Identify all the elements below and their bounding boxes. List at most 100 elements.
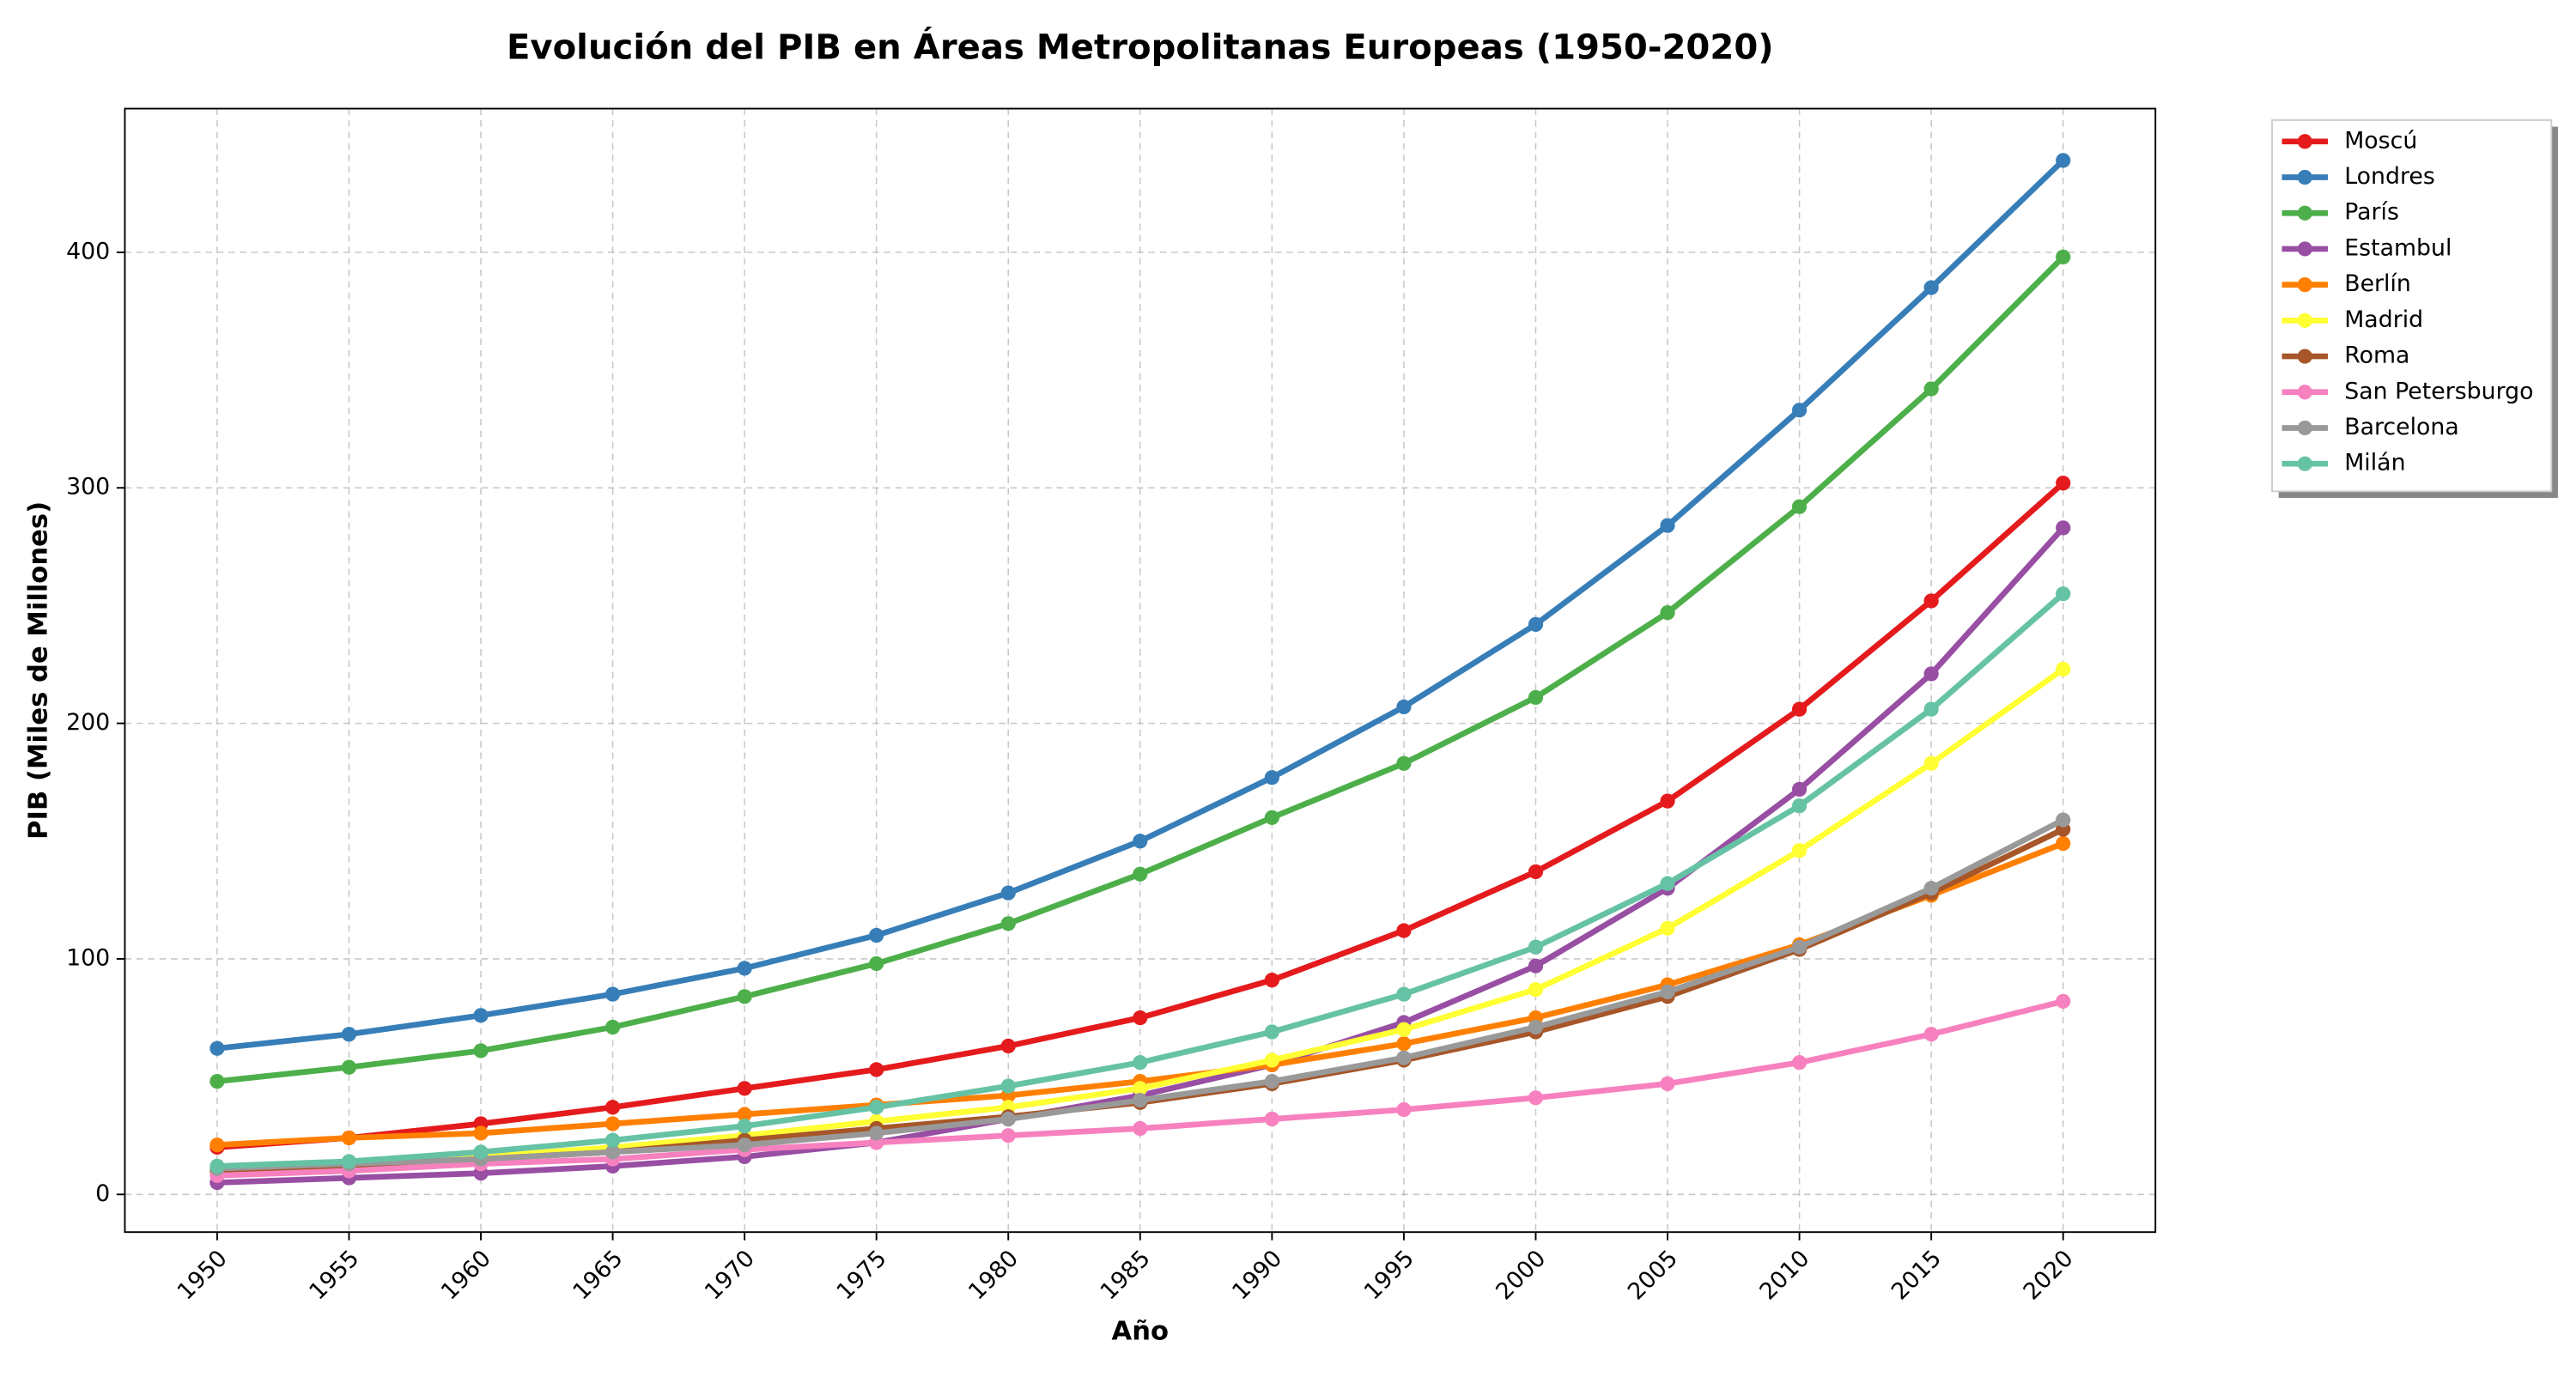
data-point: [1396, 755, 1412, 771]
data-point: [1133, 1120, 1148, 1137]
data-point: [1264, 770, 1279, 786]
data-point: [473, 1125, 489, 1141]
data-point: [869, 1125, 884, 1141]
data-point: [1264, 973, 1279, 988]
data-point: [473, 1043, 489, 1059]
data-point: [1660, 518, 1675, 533]
x-tick-label: 1965: [568, 1245, 628, 1305]
data-point: [1396, 699, 1412, 715]
y-tick-label: 0: [95, 1180, 110, 1207]
y-tick-label: 400: [66, 238, 110, 264]
data-point: [1923, 666, 1939, 682]
data-point: [1396, 1050, 1412, 1065]
data-point: [1000, 1038, 1016, 1054]
data-point: [1133, 1081, 1148, 1096]
data-point: [1923, 1027, 1939, 1042]
data-point: [1791, 798, 1807, 814]
plot-frame: [124, 107, 2157, 1234]
legend-marker: [2297, 420, 2312, 436]
legend-marker: [2297, 385, 2312, 400]
data-point: [1660, 1076, 1675, 1091]
x-tick-label: 2000: [1491, 1245, 1551, 1305]
legend-label: Moscú: [2344, 127, 2417, 154]
legend-marker: [2297, 169, 2312, 185]
data-point: [1133, 1010, 1148, 1026]
chart-title: Evolución del PIB en Áreas Metropolitana…: [507, 27, 1774, 68]
data-point: [1660, 984, 1675, 999]
data-point: [737, 961, 752, 976]
data-point: [2056, 249, 2071, 264]
data-point: [1396, 986, 1412, 1002]
data-point: [2056, 153, 2071, 168]
y-tick-label: 100: [66, 944, 110, 971]
data-point: [1791, 939, 1807, 955]
x-tick-label: 2010: [1754, 1245, 1814, 1305]
data-point: [869, 1100, 884, 1115]
data-point: [1133, 866, 1148, 882]
x-tick-label: 1960: [436, 1245, 496, 1305]
data-point: [1923, 280, 1939, 295]
y-tick-label: 300: [66, 474, 110, 500]
data-point: [210, 1137, 225, 1153]
data-point: [1264, 1052, 1279, 1068]
data-point: [1528, 939, 1544, 955]
data-point: [605, 1116, 621, 1131]
legend-marker: [2297, 205, 2312, 221]
data-point: [473, 1008, 489, 1023]
x-tick-label: 1980: [963, 1245, 1024, 1305]
data-point: [341, 1154, 357, 1169]
data-point: [737, 1137, 752, 1153]
data-point: [1000, 1128, 1016, 1143]
data-point: [1923, 755, 1939, 771]
data-point: [1264, 1111, 1279, 1127]
data-point: [737, 1107, 752, 1122]
data-point: [605, 986, 621, 1002]
legend-marker: [2297, 312, 2312, 328]
data-point: [1791, 843, 1807, 858]
data-point: [1528, 982, 1544, 998]
legend-label: San Petersburgo: [2344, 378, 2533, 404]
data-point: [341, 1027, 357, 1042]
data-point: [2056, 661, 2071, 677]
data-point: [341, 1059, 357, 1075]
data-point: [1791, 499, 1807, 514]
data-point: [1923, 701, 1939, 717]
x-tick-label: 1990: [1227, 1245, 1287, 1305]
data-point: [737, 1081, 752, 1096]
legend-label: Milán: [2344, 450, 2405, 476]
data-point: [1133, 1092, 1148, 1108]
data-point: [1528, 864, 1544, 880]
data-point: [605, 1132, 621, 1148]
data-point: [1000, 885, 1016, 901]
data-point: [210, 1040, 225, 1056]
y-tick-label: 200: [66, 709, 110, 736]
x-tick-label: 1995: [1359, 1245, 1419, 1305]
data-point: [341, 1130, 357, 1146]
x-tick-label: 2005: [1623, 1245, 1683, 1305]
data-point: [1396, 1036, 1412, 1052]
legend-label: Berlín: [2344, 270, 2411, 297]
data-point: [1133, 834, 1148, 849]
data-point: [1396, 923, 1412, 938]
x-tick-label: 1985: [1096, 1245, 1156, 1305]
legend-label: París: [2344, 199, 2399, 226]
y-axis-label: PIB (Miles de Millones): [23, 501, 53, 840]
data-point: [869, 1062, 884, 1077]
data-point: [1660, 876, 1675, 891]
data-point: [1923, 593, 1939, 609]
data-point: [2056, 476, 2071, 491]
data-point: [869, 927, 884, 943]
legend-marker: [2297, 241, 2312, 257]
data-point: [605, 1144, 621, 1160]
data-point: [1264, 1074, 1279, 1089]
data-point: [1528, 1019, 1544, 1035]
data-point: [2056, 586, 2071, 602]
data-point: [1396, 1022, 1412, 1037]
data-point: [210, 1074, 225, 1089]
legend-label: Londres: [2344, 163, 2435, 190]
data-point: [1396, 1101, 1412, 1118]
x-axis-label: Año: [1112, 1316, 1170, 1346]
data-point: [1528, 689, 1544, 706]
